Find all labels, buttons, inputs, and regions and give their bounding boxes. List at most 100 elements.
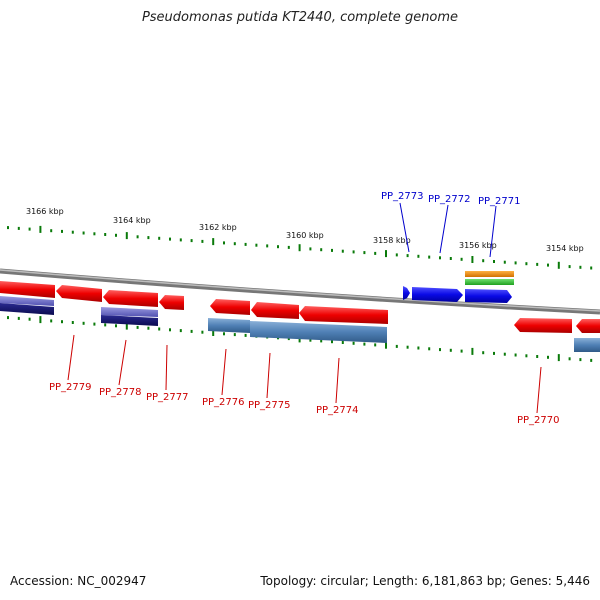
gene-pp2772-arrow[interactable] (412, 287, 463, 302)
genome-backbone (0, 268, 600, 315)
feature-purple-bar[interactable] (0, 296, 54, 306)
minor-tick-mark (147, 326, 150, 330)
major-tick-mark (385, 250, 387, 258)
minor-tick-mark (179, 238, 182, 242)
gene-arrow[interactable] (251, 302, 299, 319)
genome-backbone-highlight (0, 269, 600, 312)
gene-arrow[interactable] (210, 299, 250, 315)
minor-tick-mark (201, 239, 204, 243)
minor-tick-mark (395, 253, 398, 257)
minor-tick-mark (28, 227, 31, 231)
minor-tick-mark (503, 260, 506, 264)
tick-label: 3164 kbp (113, 216, 151, 225)
gene-label-pp2779[interactable]: PP_2779 (49, 382, 92, 393)
minor-tick-mark (536, 262, 539, 266)
minor-tick-mark (428, 347, 431, 351)
minor-tick-mark (493, 260, 495, 263)
major-tick-mark (385, 341, 387, 349)
tick-label: 3158 kbp (373, 236, 411, 245)
gene-pp2773-arrow[interactable] (403, 286, 410, 300)
feature-steel-bar[interactable] (250, 321, 387, 343)
gene-arrow[interactable] (103, 290, 158, 307)
minor-tick-mark (104, 233, 107, 236)
minor-tick-mark (536, 355, 539, 358)
minor-tick-mark (50, 229, 53, 233)
feature-steel-bar[interactable] (208, 318, 250, 333)
major-tick-mark (39, 225, 42, 233)
gene-arrow[interactable] (0, 281, 55, 298)
forward-genes (403, 271, 514, 303)
gene-arrow[interactable] (159, 295, 184, 310)
minor-tick-mark (201, 330, 204, 334)
feature-navy-bar[interactable] (0, 303, 54, 315)
minor-tick-mark (169, 237, 171, 241)
minor-tick-mark (341, 249, 344, 253)
minor-tick-mark (266, 244, 269, 248)
reverse-genes (0, 281, 600, 352)
minor-tick-mark (341, 341, 344, 344)
minor-tick-mark (525, 262, 528, 266)
major-tick-mark (125, 322, 128, 330)
outer-tick-track (7, 225, 593, 270)
gene-arrow[interactable] (576, 319, 600, 333)
feature-orange-bar[interactable] (465, 271, 514, 277)
minor-tick-mark (590, 358, 593, 362)
minor-tick-mark (158, 236, 161, 240)
minor-tick-mark (309, 247, 312, 251)
leader-line (165, 344, 168, 391)
minor-tick-mark (514, 353, 517, 357)
gene-pp2771-arrow[interactable] (465, 289, 512, 303)
feature-green-bar[interactable] (465, 279, 514, 285)
gene-label-pp2772[interactable]: PP_2772 (428, 194, 471, 205)
leader-line (335, 357, 340, 404)
gene-label-pp2773[interactable]: PP_2773 (381, 191, 424, 202)
gene-label-pp2777[interactable]: PP_2777 (146, 392, 189, 403)
minor-tick-mark (503, 352, 506, 356)
gene-label-pp2775[interactable]: PP_2775 (248, 400, 291, 411)
minor-tick-mark (223, 241, 225, 245)
minor-tick-mark (115, 233, 117, 237)
minor-tick-mark (115, 324, 117, 328)
gene-arrow[interactable] (299, 306, 388, 324)
accession-text: Accession: NC_002947 (10, 574, 147, 588)
minor-tick-mark (50, 319, 53, 323)
tick-label: 3166 kbp (26, 207, 64, 216)
leader-line (266, 352, 271, 399)
minor-tick-mark (287, 245, 290, 249)
minor-tick-mark (363, 342, 366, 346)
minor-tick-mark (7, 226, 9, 230)
minor-tick-mark (244, 242, 247, 246)
minor-tick-mark (136, 235, 139, 239)
feature-steel-bar[interactable] (574, 338, 600, 352)
leader-line (67, 334, 75, 381)
minor-tick-mark (449, 257, 452, 260)
gene-label-pp2778[interactable]: PP_2778 (99, 387, 142, 398)
minor-tick-mark (277, 245, 279, 249)
minor-tick-mark (428, 255, 431, 259)
minor-tick-mark (449, 348, 452, 352)
gene-arrow[interactable] (56, 285, 102, 302)
leader-line (118, 339, 127, 386)
minor-tick-mark (547, 263, 549, 267)
minor-tick-mark (61, 320, 63, 324)
feature-purple-bar[interactable] (101, 307, 158, 317)
minor-tick-mark (169, 328, 171, 332)
leader-line (399, 202, 410, 253)
gene-label-pp2774[interactable]: PP_2774 (316, 405, 359, 416)
leader-line (221, 348, 227, 396)
minor-tick-mark (233, 242, 236, 246)
minor-tick-mark (17, 226, 20, 230)
minor-tick-mark (363, 251, 366, 255)
minor-tick-mark (223, 332, 225, 336)
minor-tick-mark (352, 341, 355, 345)
minor-tick-mark (374, 343, 377, 347)
gene-label-pp2770[interactable]: PP_2770 (517, 415, 560, 426)
gene-label-pp2771[interactable]: PP_2771 (478, 196, 521, 207)
feature-navy-bar[interactable] (101, 315, 158, 326)
gene-label-pp2776[interactable]: PP_2776 (202, 397, 245, 408)
gene-arrow[interactable] (514, 318, 572, 333)
minor-tick-mark (104, 323, 107, 327)
minor-tick-mark (417, 254, 420, 258)
minor-tick-mark (406, 345, 409, 349)
